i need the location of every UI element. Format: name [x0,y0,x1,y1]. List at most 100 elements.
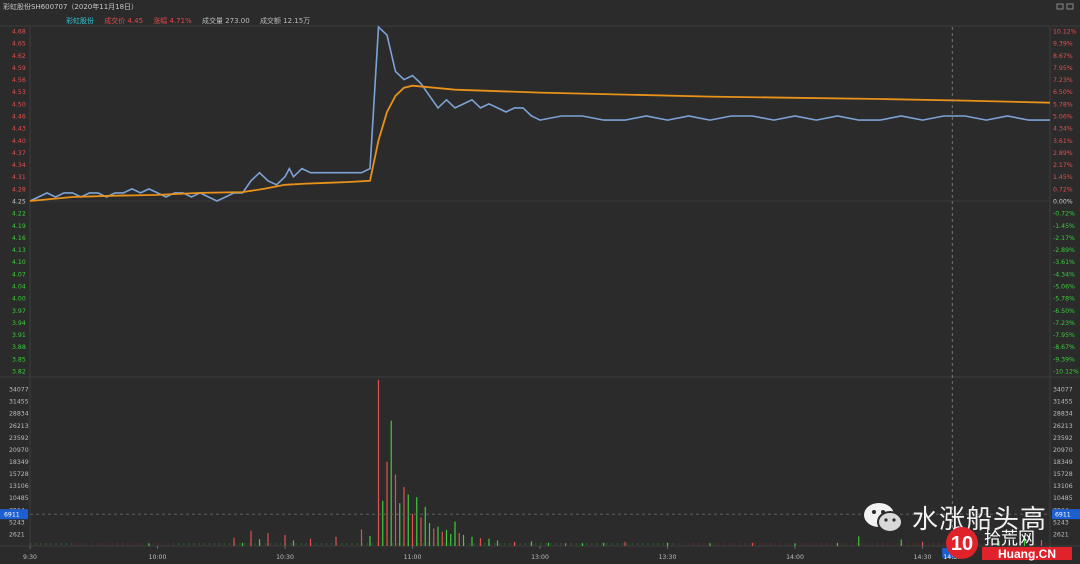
volume-tick-label: 23592 [1053,435,1073,442]
percent-tick-label: 7.23% [1053,77,1073,84]
percent-tick-label: 5.06% [1053,114,1073,121]
price-tick-label: 3.85 [12,356,26,363]
volume-tick-label: 5243 [1053,519,1069,526]
percent-tick-label: -5.06% [1053,284,1075,291]
percent-tick-label: 7.95% [1053,65,1073,72]
percent-tick-label: -6.50% [1053,308,1075,315]
time-tick-label: 14:30 [914,554,932,561]
price-tick-label: 4.13 [12,247,26,254]
cursor-volume-box-left [0,509,28,520]
crosshair-cursor: 6911 6911 14:37 [0,27,1080,561]
volume-tick-label: 10485 [1053,495,1073,502]
time-tick-label: 10:30 [276,554,294,561]
volume-tick-label: 23592 [9,435,29,442]
price-tick-label: 3.94 [12,320,26,327]
volume-tick-label: 31455 [9,399,29,406]
wechat-icon [864,503,903,533]
logo-number: 10 [951,533,973,555]
percent-tick-label: -0.72% [1053,211,1075,218]
volume-tick-label: 26213 [9,423,29,430]
price-tick-label: 3.97 [12,308,26,315]
legend: 彩虹股份 成交价 4.45 涨幅 4.71% 成交量 273.00 成交额 12… [66,16,318,26]
cursor-volume-label-right: 6911 [1055,512,1071,519]
price-tick-label: 4.16 [12,235,26,242]
restore-window-icon[interactable] [1054,2,1076,11]
price-tick-label: 4.65 [12,41,26,48]
logo-text: 拾荒网 [984,529,1035,549]
price-tick-label: 3.82 [12,369,26,376]
price-tick-label: 4.56 [12,77,26,84]
watermark: 水涨船头高 10 拾荒网 Huang.CN [860,497,1076,561]
grid-lines [0,25,1080,547]
percent-tick-label: -9.39% [1053,356,1075,363]
volume-tick-label: 34077 [9,387,29,394]
logo-sub: Huang.CN [998,547,1056,561]
time-tick-label: 13:30 [659,554,677,561]
percent-tick-label: 8.67% [1053,53,1073,60]
volume-tick-label: 2621 [1053,531,1069,538]
price-tick-label: 4.28 [12,186,26,193]
price-lines [29,25,1051,202]
price-tick-label: 4.00 [12,296,26,303]
price-tick-label: 4.53 [12,89,26,96]
price-tick-label: 4.31 [12,174,26,181]
price-tick-label: 4.59 [12,65,26,72]
price-tick-label: 4.04 [12,284,26,291]
price-tick-label: 4.19 [12,223,26,230]
percent-tick-label: 2.89% [1053,150,1073,157]
price-tick-label: 4.40 [12,138,26,145]
volume-tick-label: 26213 [1053,423,1073,430]
legend-stock-name: 彩虹股份 [66,17,94,25]
price-tick-label: 4.50 [12,101,26,108]
volume-tick-label: 28834 [1053,411,1073,418]
volume-tick-label: 34077 [1053,387,1073,394]
time-tick-label: 10:00 [149,554,167,561]
percent-axis-labels: 10.12% 9.39% 8.67% 7.95% 7.23% 6.50% 5.78% 5.06… [1053,29,1079,376]
volume-tick-label: 15728 [1053,471,1073,478]
price-tick-label: 4.07 [12,271,26,278]
time-tick-label: 11:00 [404,554,422,561]
cursor-volume-box-right [1052,509,1080,520]
percent-tick-label: -2.89% [1053,247,1075,254]
cursor-volume-label-left: 6911 [4,512,20,519]
percent-tick-label: 10.12% [1053,29,1077,36]
percent-tick-label: -7.95% [1053,332,1075,339]
percent-tick-label: -3.61% [1053,259,1075,266]
volume-tick-label: 20970 [1053,447,1073,454]
cursor-time-label: 14:37 [943,554,961,561]
price-tick-label: 4.10 [12,259,26,266]
average-line [29,84,1051,202]
price-tick-label: 4.62 [12,53,26,60]
price-line [29,25,1050,202]
time-tick-label: 14:00 [786,554,804,561]
time-tick-label: 13:00 [531,554,549,561]
percent-tick-label: -5.78% [1053,296,1075,303]
price-tick-label: 4.22 [12,211,26,218]
volume-tick-label: 18349 [1053,459,1073,466]
percent-tick-label: 4.34% [1053,126,1073,133]
chart-title: 彩虹股份SH600707（2020年11月18日） [3,3,139,11]
percent-tick-label: 6.50% [1053,89,1073,96]
price-tick-label: 4.34 [12,162,26,169]
percent-tick-label: 5.78% [1053,101,1073,108]
volume-tick-label: 5243 [9,519,25,526]
percent-tick-label: -7.23% [1053,320,1075,327]
legend-volume: 成交量 273.00 [201,17,250,25]
volume-tick-label: 18349 [9,459,29,466]
percent-tick-label: -10.12% [1053,369,1079,376]
percent-tick-label: -4.34% [1053,271,1075,278]
percent-tick-label: 3.61% [1053,138,1073,145]
percent-tick-label: 0.72% [1053,186,1073,193]
percent-tick-label: 1.45% [1053,174,1073,181]
percent-tick-label: -1.45% [1053,223,1075,230]
volume-tick-label: 13106 [9,483,29,490]
volume-tick-label: 10485 [9,495,29,502]
volume-tick-label: 20970 [9,447,29,454]
site-logo: 10 拾荒网 Huang.CN [946,527,1072,561]
percent-tick-label: 9.39% [1053,41,1073,48]
volume-tick-label: 2621 [9,531,25,538]
legend-turnover: 成交额 12.15万 [259,17,311,25]
volume-bars [30,379,1052,546]
legend-price: 成交价 4.45 [104,17,144,25]
